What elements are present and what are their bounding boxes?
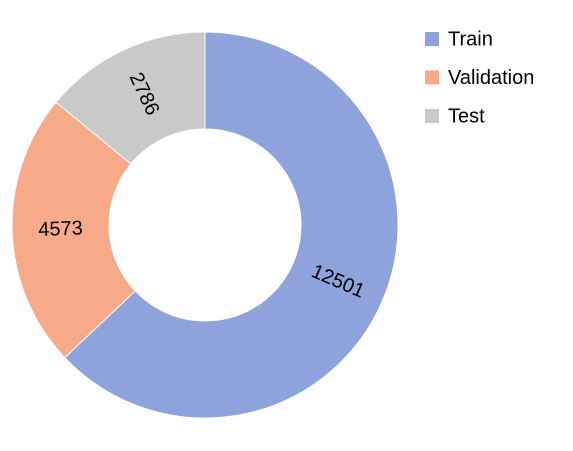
- donut-slice: [55, 31, 206, 165]
- legend-swatch: [425, 32, 439, 46]
- donut-slice: [64, 31, 399, 419]
- legend-label: Test: [448, 105, 485, 127]
- legend-swatch: [425, 70, 439, 85]
- data-label: 4573: [38, 217, 83, 241]
- legend-swatch: [425, 109, 439, 123]
- donut-slice: [11, 101, 136, 359]
- legend-label: Validation: [448, 67, 534, 89]
- legend-label: Train: [448, 28, 493, 50]
